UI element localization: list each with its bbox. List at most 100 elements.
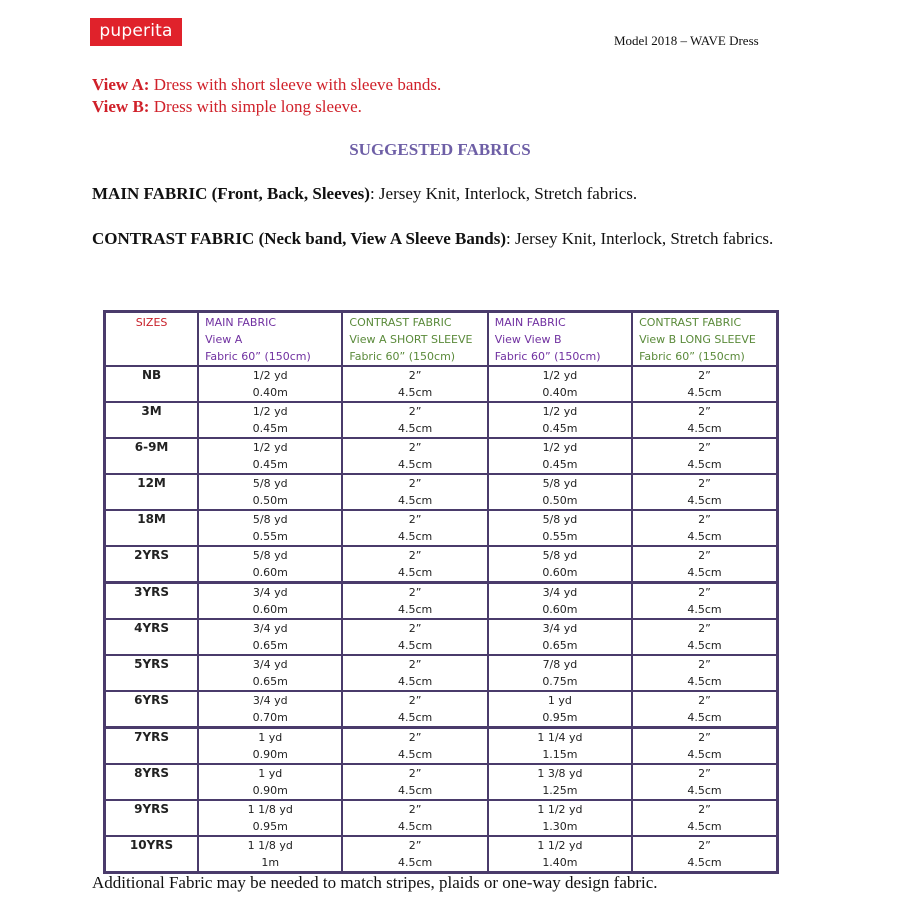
table-row: 6-9M 1/2 yd 0.45m 2” 4.5cm 1/2 yd 0.45m 2” 4.5cm: [103, 437, 779, 475]
fabric-amount-cell: 2” 4.5cm: [341, 763, 489, 801]
table-row: 18M 5/8 yd 0.55m 2” 4.5cm 5/8 yd 0.55m 2” 4.5cm: [103, 509, 779, 547]
table-row: NB 1/2 yd 0.40m 2” 4.5cm 1/2 yd 0.40m 2” 4.5cm: [103, 365, 779, 403]
fabric-amount-cell: 2” 4.5cm: [631, 509, 779, 547]
fabric-amount-cell: 2” 4.5cm: [631, 401, 779, 439]
amount-metric: 0.75m: [542, 675, 578, 688]
fabric-amount-cell: 1 3/8 yd 1.25m: [486, 763, 634, 801]
amount-imperial: 2”: [408, 549, 422, 562]
amount-metric: 0.95m: [542, 711, 578, 724]
column-header-line: CONTRAST FABRIC: [349, 316, 452, 329]
fabric-amount-cell: 3/4 yd 0.65m: [486, 618, 634, 656]
fabric-amount-cell: 3/4 yd 0.65m: [197, 618, 344, 656]
table-row: 7YRS 1 yd 0.90m 2” 4.5cm 1 1/4 yd 1.15m 2” 4.5cm: [103, 726, 779, 765]
amount-metric: 0.50m: [252, 494, 288, 507]
amount-metric: 4.5cm: [397, 711, 433, 724]
amount-imperial: 2”: [408, 767, 422, 780]
model-title: Model 2018 – WAVE Dress: [614, 33, 759, 48]
size-cell: 6-9M: [103, 437, 200, 475]
fabric-amount-cell: 2” 4.5cm: [631, 437, 779, 475]
amount-imperial: 3/4 yd: [252, 694, 288, 707]
column-header: SIZES: [103, 310, 200, 367]
amount-imperial: 2”: [698, 549, 711, 562]
contrast-fabric-text: : Jersey Knit, Interlock, Stretch fabric…: [506, 229, 774, 248]
amount-metric: 4.5cm: [397, 675, 433, 688]
table-row: 8YRS 1 yd 0.90m 2” 4.5cm 1 3/8 yd 1.25m 2” 4.5cm: [103, 763, 779, 801]
amount-metric: 4.5cm: [397, 748, 433, 761]
amount-imperial: 1 1/2 yd: [537, 803, 583, 816]
main-fabric-text: : Jersey Knit, Interlock, Stretch fabric…: [369, 184, 638, 203]
fabric-amount-cell: 1 yd 0.90m: [197, 726, 344, 765]
fabric-amount-cell: 2” 4.5cm: [341, 401, 489, 439]
amount-imperial: 1 1/8 yd: [247, 803, 293, 816]
amount-imperial: 1 yd: [258, 767, 283, 780]
fabric-amount-cell: 1/2 yd 0.40m: [486, 365, 634, 403]
amount-metric: 0.65m: [542, 639, 578, 652]
view-b-label: View B:: [92, 97, 150, 116]
amount-imperial: 2”: [698, 658, 711, 671]
contrast-fabric-label: CONTRAST FABRIC (Neck band, View A Sleev…: [92, 229, 507, 248]
column-header-line: Fabric 60” (150cm): [205, 350, 311, 363]
fabric-amount-cell: 2” 4.5cm: [631, 835, 779, 874]
amount-metric: 0.95m: [252, 820, 288, 833]
size-cell: 2YRS: [103, 545, 200, 584]
amount-metric: 4.5cm: [687, 675, 722, 688]
amount-imperial: 5/8 yd: [542, 477, 578, 490]
fabric-amount-cell: 2” 4.5cm: [631, 581, 779, 620]
amount-metric: 4.5cm: [687, 458, 722, 471]
fabric-amount-cell: 3/4 yd 0.65m: [197, 654, 344, 692]
fabric-amount-cell: 2” 4.5cm: [341, 437, 489, 475]
amount-imperial: 3/4 yd: [542, 586, 578, 599]
amount-imperial: 1 3/8 yd: [537, 767, 583, 780]
amount-metric: 0.55m: [252, 530, 288, 543]
fabric-amount-cell: 1 1/2 yd 1.30m: [486, 799, 634, 837]
amount-metric: 4.5cm: [687, 386, 722, 399]
amount-imperial: 2”: [408, 694, 422, 707]
amount-metric: 4.5cm: [397, 856, 433, 869]
column-header-line: CONTRAST FABRIC: [639, 316, 742, 329]
amount-metric: 4.5cm: [687, 530, 722, 543]
fabric-amount-cell: 2” 4.5cm: [341, 365, 489, 403]
amount-imperial: 2”: [408, 622, 422, 635]
size-cell: 8YRS: [103, 763, 200, 801]
amount-imperial: 2”: [698, 405, 711, 418]
amount-metric: 0.45m: [542, 458, 578, 471]
amount-metric: 4.5cm: [397, 566, 433, 579]
amount-metric: 4.5cm: [687, 711, 722, 724]
amount-imperial: 2”: [408, 658, 422, 671]
amount-metric: 0.60m: [252, 566, 288, 579]
suggested-fabrics-heading: SUGGESTED FABRICS: [349, 140, 531, 159]
amount-metric: 0.45m: [252, 458, 288, 471]
column-header-line: Fabric 60” (150cm): [494, 350, 601, 363]
table-row: 12M 5/8 yd 0.50m 2” 4.5cm 5/8 yd 0.50m 2” 4.5cm: [103, 473, 779, 511]
table-row: 6YRS 3/4 yd 0.70m 2” 4.5cm 1 yd 0.95m 2” 4.5cm: [103, 690, 779, 729]
amount-metric: 1.25m: [542, 784, 578, 797]
amount-metric: 4.5cm: [397, 530, 433, 543]
size-cell: 4YRS: [103, 618, 200, 656]
column-header-line: View A: [205, 333, 243, 346]
fabric-amount-cell: 2” 4.5cm: [341, 835, 489, 874]
amount-metric: 4.5cm: [687, 820, 722, 833]
amount-imperial: 2”: [698, 586, 711, 599]
fabric-amount-cell: 2” 4.5cm: [631, 654, 779, 692]
amount-imperial: 2”: [408, 441, 422, 454]
amount-metric: 0.45m: [252, 422, 288, 435]
amount-imperial: 2”: [698, 441, 711, 454]
fabric-amount-cell: 2” 4.5cm: [631, 763, 779, 801]
column-header: CONTRAST FABRIC View A SHORT SLEEVE Fabric…: [341, 310, 489, 367]
amount-imperial: 5/8 yd: [542, 513, 578, 526]
amount-metric: 4.5cm: [687, 784, 722, 797]
amount-imperial: 5/8 yd: [252, 477, 288, 490]
amount-metric: 4.5cm: [397, 820, 433, 833]
fabric-amount-cell: 2” 4.5cm: [341, 509, 489, 547]
fabric-amount-cell: 1 1/4 yd 1.15m: [486, 726, 634, 765]
amount-imperial: 1 yd: [258, 731, 283, 744]
amount-imperial: 2”: [698, 477, 711, 490]
column-header: CONTRAST FABRIC View B LONG SLEEVE Fabric …: [631, 310, 779, 367]
table-header-row: SIZES MAIN FABRIC View A Fabric 60” (150cm)…: [103, 310, 779, 367]
fabric-amount-cell: 5/8 yd 0.50m: [486, 473, 634, 511]
amount-metric: 4.5cm: [397, 494, 433, 507]
column-header-line: Fabric 60” (150cm): [349, 350, 456, 363]
fabric-amount-cell: 1/2 yd 0.45m: [197, 401, 344, 439]
fabric-amount-cell: 2” 4.5cm: [631, 690, 779, 729]
fabric-amount-cell: 2” 4.5cm: [341, 618, 489, 656]
